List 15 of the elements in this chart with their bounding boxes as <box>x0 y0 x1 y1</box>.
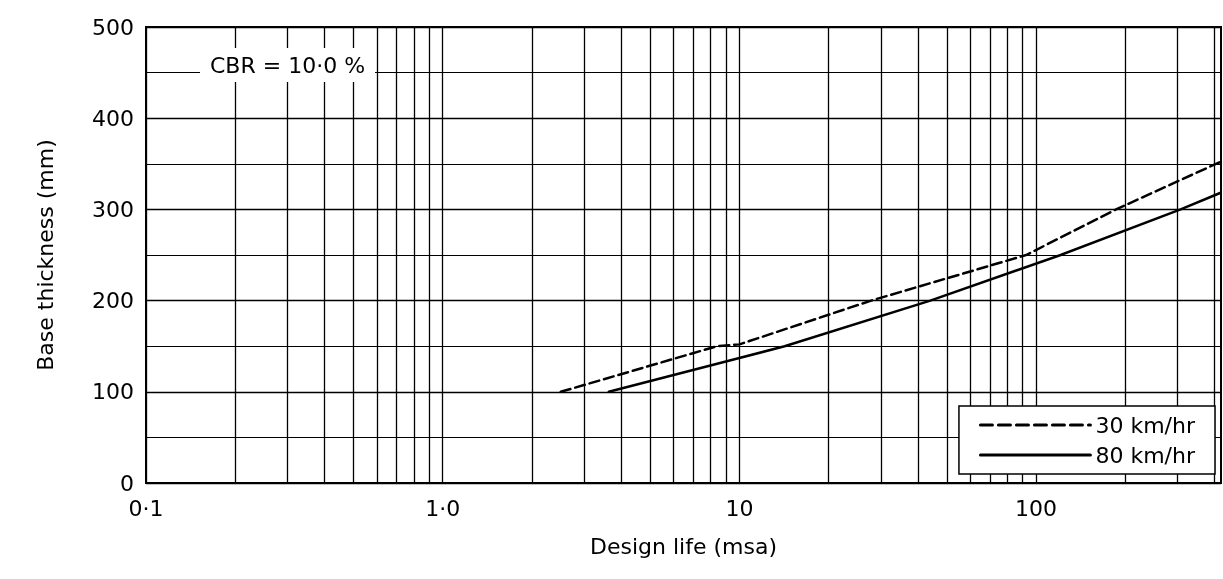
y-axis-title: Base thickness (mm) <box>32 139 58 371</box>
x-tick-label: 100 <box>1015 495 1058 521</box>
annotation: CBR = 10·0 % <box>210 52 366 78</box>
legend-label: 80 km/hr <box>1095 442 1196 468</box>
legend-label: 30 km/hr <box>1095 412 1196 438</box>
x-tick-label: 10 <box>725 495 754 521</box>
y-tick-label: 500 <box>92 14 134 40</box>
y-tick-label: 200 <box>92 288 134 314</box>
y-tick-label: 100 <box>92 379 134 405</box>
y-tick-label: 400 <box>92 105 134 131</box>
y-tick-label: 300 <box>92 196 134 222</box>
x-axis-title: Design life (msa) <box>590 533 777 559</box>
x-tick-label: 1·0 <box>425 495 461 521</box>
y-tick-label: 0 <box>120 470 134 496</box>
x-tick-label: 0·1 <box>128 495 164 521</box>
